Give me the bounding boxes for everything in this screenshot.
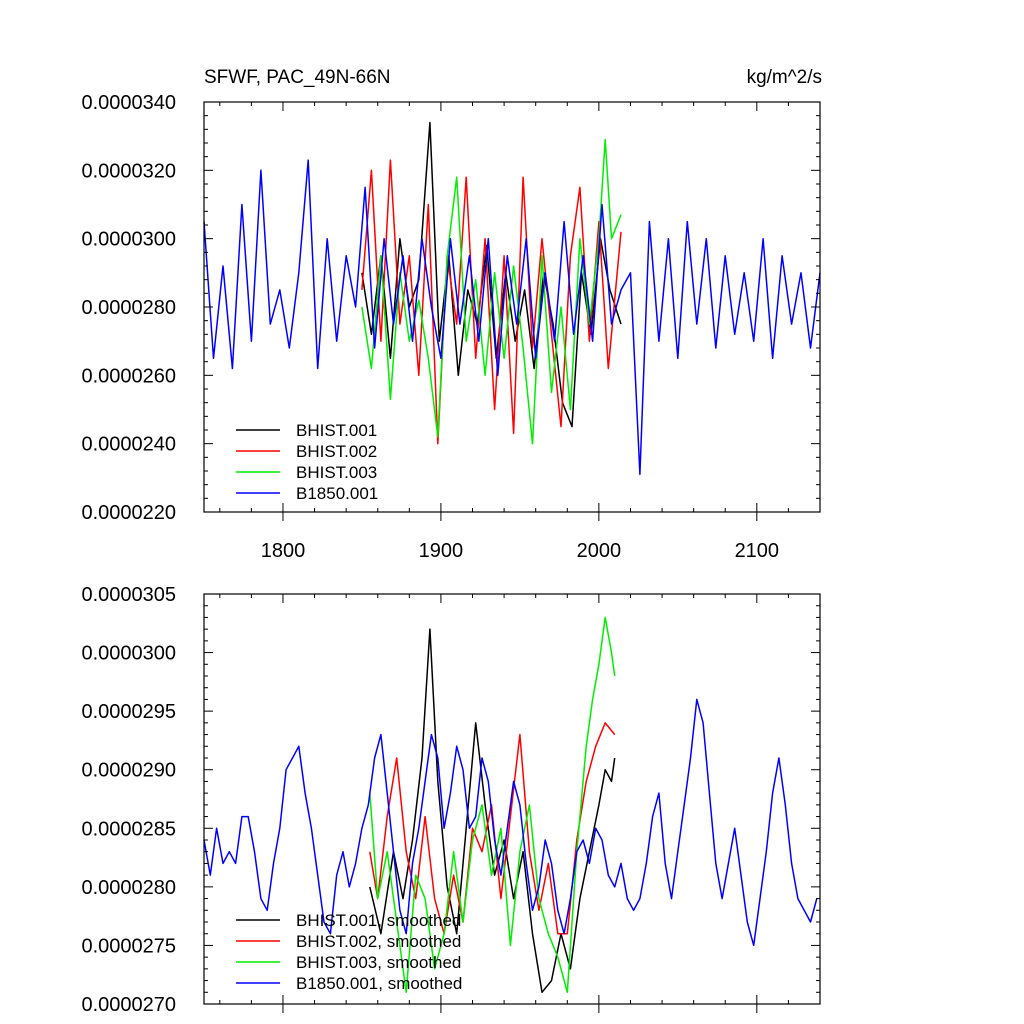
x-tick-label: 2100 [735, 540, 780, 562]
legend-label: BHIST.001, smoothed [296, 911, 461, 930]
x-tick-label: 1900 [419, 540, 464, 562]
y-tick-label: 0.0000320 [81, 160, 176, 182]
series-line-1 [369, 722, 616, 935]
legend-label: B1850.001, smoothed [296, 974, 462, 993]
series-line-0 [369, 628, 616, 994]
y-tick-label: 0.0000240 [81, 434, 176, 456]
top-panel-series [203, 121, 821, 476]
series-line-3 [203, 159, 821, 476]
y-tick-label: 0.0000220 [81, 502, 176, 524]
top-panel-title-right: kg/m^2/s [747, 67, 822, 88]
y-tick-label: 0.0000270 [81, 994, 176, 1016]
legend-label: BHIST.003 [296, 463, 377, 482]
series-line-2 [361, 138, 622, 445]
y-tick-label: 0.0000280 [81, 297, 176, 319]
y-tick-label: 0.0000275 [81, 935, 176, 957]
legend-label: BHIST.003, smoothed [296, 953, 461, 972]
series-line-2 [369, 616, 616, 994]
legend-label: BHIST.001 [296, 421, 377, 440]
legend-label: BHIST.002, smoothed [296, 932, 461, 951]
y-tick-label: 0.0000305 [81, 584, 176, 606]
bottom-panel-legend: BHIST.001, smoothed BHIST.002, smoothed BH… [236, 911, 462, 993]
bottom-panel-ticks: 0.0000270 0.0000275 0.0000280 0.0000285 0.00… [81, 584, 821, 1016]
y-tick-label: 0.0000285 [81, 818, 176, 840]
y-tick-label: 0.0000300 [81, 229, 176, 251]
top-panel-title-left: SFWF, PAC_49N-66N [204, 67, 391, 88]
top-panel-ticks: 0.0000220 0.0000240 0.0000260 0.0000280 0.00… [81, 92, 821, 562]
y-tick-label: 0.0000295 [81, 701, 176, 723]
y-tick-label: 0.0000280 [81, 877, 176, 899]
x-tick-label: 2000 [577, 540, 622, 562]
x-tick-label: 1800 [261, 540, 306, 562]
y-tick-label: 0.0000340 [81, 92, 176, 114]
top-panel-legend: BHIST.001 BHIST.002 BHIST.003 B1850.001 [236, 421, 378, 503]
y-tick-label: 0.0000300 [81, 643, 176, 665]
legend-label: B1850.001 [296, 484, 378, 503]
y-tick-label: 0.0000290 [81, 760, 176, 782]
bottom-panel-series [203, 616, 818, 994]
y-tick-label: 0.0000260 [81, 365, 176, 387]
top-panel: SFWF, PAC_49N-66N kg/m^2/s 0.00002200.00… [81, 67, 822, 562]
series-line-3 [203, 698, 818, 947]
bottom-panel-frame [203, 593, 821, 1005]
legend-label: BHIST.002 [296, 442, 377, 461]
bottom-panel: 0.0000270 0.0000275 0.0000280 0.0000285 0.00… [81, 584, 821, 1016]
